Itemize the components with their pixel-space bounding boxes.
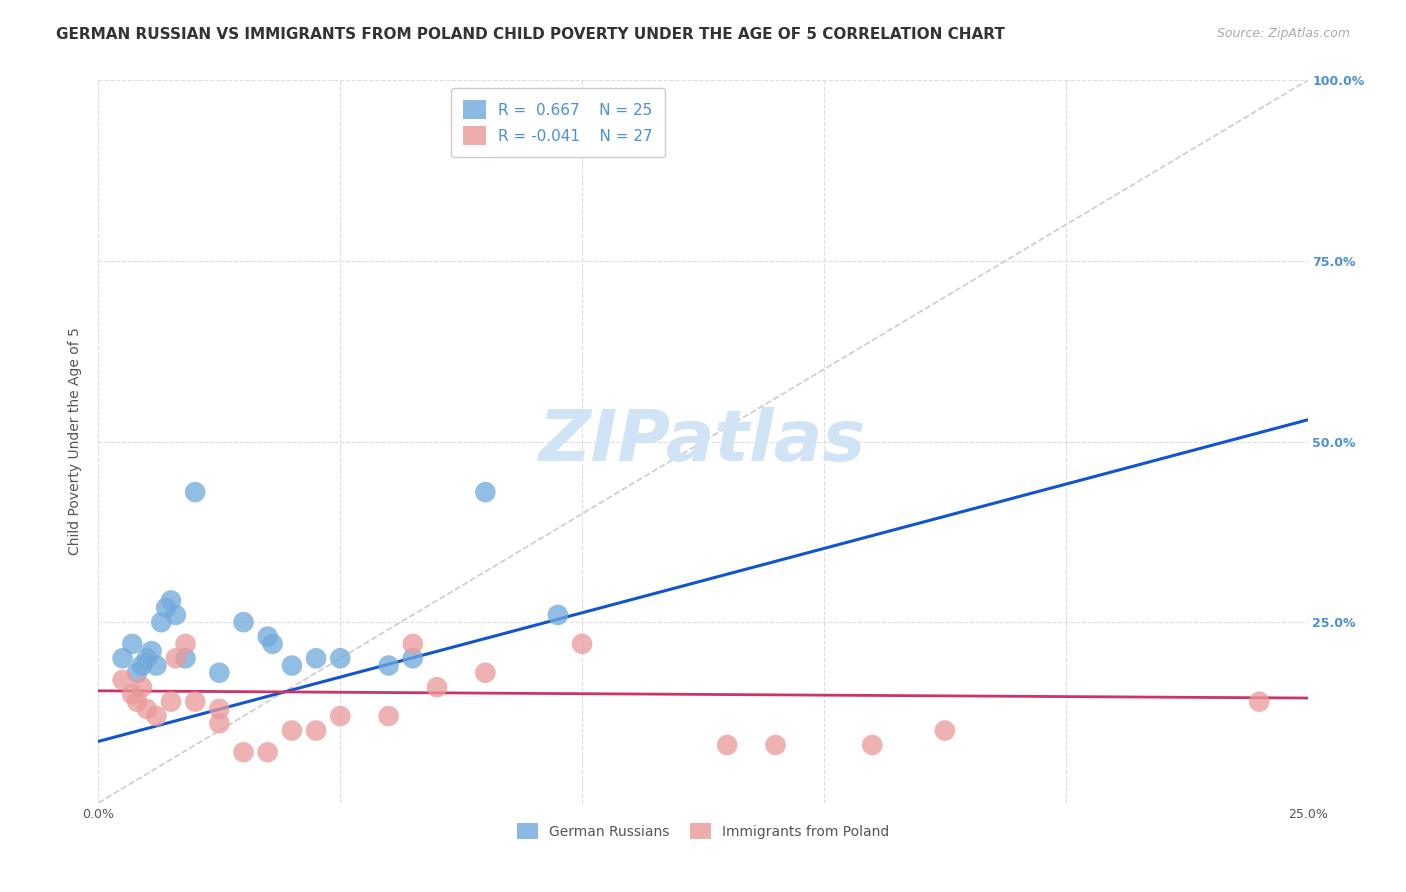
Point — [160, 695, 183, 709]
Point — [121, 637, 143, 651]
Point — [256, 630, 278, 644]
Point — [184, 695, 207, 709]
Point — [426, 680, 449, 694]
Point — [145, 709, 167, 723]
Legend: German Russians, Immigrants from Poland: German Russians, Immigrants from Poland — [510, 815, 896, 847]
Point — [765, 738, 787, 752]
Point — [121, 687, 143, 701]
Point — [150, 615, 173, 630]
Point — [547, 607, 569, 622]
Point — [571, 637, 593, 651]
Point — [135, 651, 157, 665]
Point — [402, 651, 425, 665]
Point — [377, 709, 399, 723]
Point — [232, 745, 254, 759]
Point — [232, 615, 254, 630]
Point — [860, 738, 883, 752]
Point — [934, 723, 956, 738]
Point — [402, 637, 425, 651]
Point — [165, 607, 187, 622]
Point — [305, 723, 328, 738]
Point — [329, 651, 352, 665]
Point — [131, 658, 153, 673]
Point — [474, 485, 496, 500]
Point — [281, 658, 304, 673]
Point — [208, 702, 231, 716]
Point — [174, 637, 197, 651]
Point — [208, 665, 231, 680]
Point — [1249, 695, 1271, 709]
Text: Source: ZipAtlas.com: Source: ZipAtlas.com — [1216, 27, 1350, 40]
Point — [160, 593, 183, 607]
Point — [111, 651, 134, 665]
Point — [377, 658, 399, 673]
Point — [155, 600, 177, 615]
Point — [127, 695, 149, 709]
Point — [141, 644, 163, 658]
Point — [174, 651, 197, 665]
Point — [145, 658, 167, 673]
Point — [127, 665, 149, 680]
Point — [111, 673, 134, 687]
Point — [135, 702, 157, 716]
Text: GERMAN RUSSIAN VS IMMIGRANTS FROM POLAND CHILD POVERTY UNDER THE AGE OF 5 CORREL: GERMAN RUSSIAN VS IMMIGRANTS FROM POLAND… — [56, 27, 1005, 42]
Point — [262, 637, 284, 651]
Point — [131, 680, 153, 694]
Point — [165, 651, 187, 665]
Point — [716, 738, 738, 752]
Text: ZIPatlas: ZIPatlas — [540, 407, 866, 476]
Point — [281, 723, 304, 738]
Point — [305, 651, 328, 665]
Point — [474, 665, 496, 680]
Y-axis label: Child Poverty Under the Age of 5: Child Poverty Under the Age of 5 — [69, 327, 83, 556]
Point — [329, 709, 352, 723]
Point — [208, 716, 231, 731]
Point — [256, 745, 278, 759]
Point — [184, 485, 207, 500]
